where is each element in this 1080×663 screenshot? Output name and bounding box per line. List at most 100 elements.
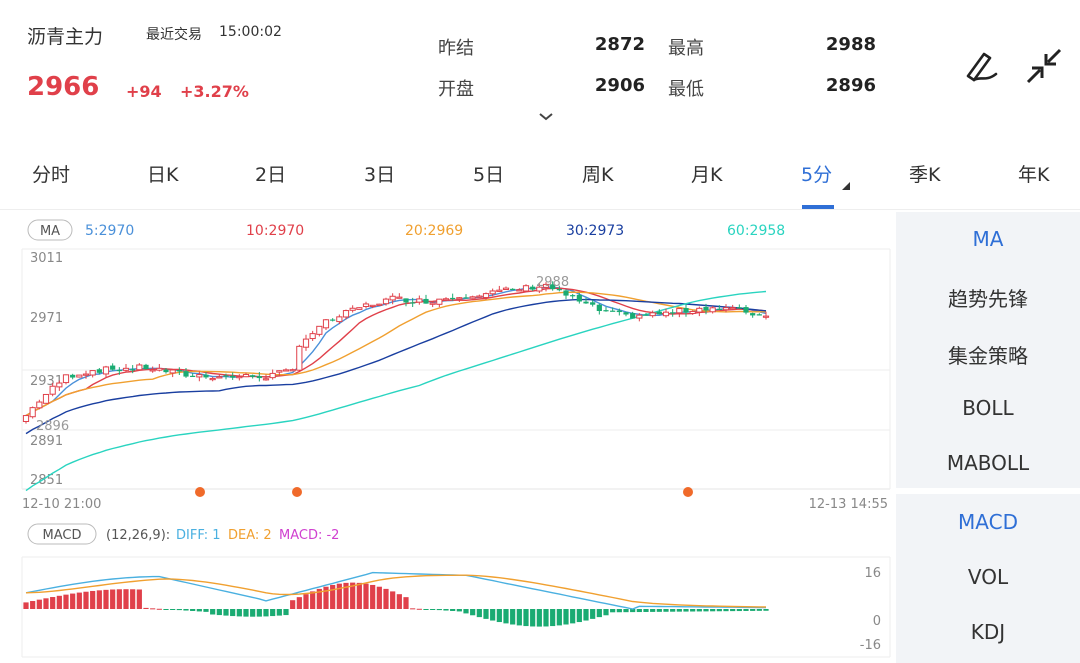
macd-bar: [163, 609, 169, 610]
macd-bar: [470, 609, 476, 616]
tab-daily-k[interactable]: 日K: [147, 164, 179, 186]
indicator-boll[interactable]: BOLL: [962, 396, 1014, 420]
candle-body: [322, 319, 330, 329]
macd-bar: [503, 609, 509, 624]
indicator-trend-pioneer[interactable]: 趋势先锋: [948, 287, 1028, 311]
candle-body: [349, 307, 356, 311]
macd-bar: [296, 597, 302, 609]
macd-bar: [316, 588, 322, 609]
indicator-macd[interactable]: MACD: [958, 510, 1018, 534]
candle-body: [662, 311, 670, 317]
ma-badge[interactable]: [27, 219, 73, 241]
tab-3day[interactable]: 3日: [364, 164, 396, 186]
macd-bar: [330, 584, 336, 609]
macd-diff-value: DIFF: 1: [176, 528, 221, 543]
chevron-down-icon[interactable]: [538, 112, 554, 122]
candle-body: [450, 297, 456, 300]
macd-bar: [83, 591, 89, 609]
macd-bar: [590, 609, 596, 619]
candle-body: [489, 290, 496, 295]
candle-body: [136, 364, 143, 371]
draw-pen-icon[interactable]: [960, 46, 1000, 86]
macd-bar: [596, 609, 602, 618]
tab-2day[interactable]: 2日: [255, 164, 287, 186]
macd-bar: [490, 609, 496, 621]
ma60-line: [25, 290, 767, 492]
macd-bar: [530, 609, 536, 627]
candle-body: [583, 301, 589, 304]
macd-macd-value: MACD: -2: [279, 528, 339, 543]
indicator-kdj[interactable]: KDJ: [970, 620, 1006, 644]
macd-bar: [250, 609, 256, 617]
kline-chart-area[interactable]: MA 5:2970 10:2970 20:2969 30:2973 60:295…: [0, 212, 892, 663]
active-tab-indicator: [802, 205, 834, 209]
macd-badge[interactable]: [27, 523, 97, 545]
macd-bar: [636, 609, 642, 613]
event-marker[interactable]: [292, 487, 302, 497]
candle-body: [550, 284, 556, 290]
tab-dropdown-caret-icon[interactable]: [842, 182, 850, 190]
candle-body: [302, 338, 310, 348]
candle-body: [750, 313, 756, 316]
stat-label-open: 开盘: [438, 79, 474, 100]
candle-body: [403, 298, 409, 303]
stat-value-open: 2906: [594, 75, 645, 96]
tab-monthly-k[interactable]: 月K: [691, 164, 723, 186]
candle-body: [436, 298, 443, 305]
legend-ma5: 5:2970: [85, 223, 134, 239]
candle-body: [342, 310, 350, 318]
price-change: +94: [126, 82, 162, 101]
event-marker[interactable]: [195, 487, 205, 497]
candle-body: [190, 375, 196, 378]
candle-body: [670, 312, 676, 314]
macd-bar: [656, 609, 662, 612]
candle-body: [223, 375, 229, 377]
macd-bar: [110, 589, 116, 609]
candle-body: [42, 393, 50, 404]
macd-histogram: [23, 582, 769, 627]
macd-bar: [243, 609, 249, 617]
macd-bar: [716, 609, 722, 612]
ma-badge-label: MA: [40, 224, 60, 239]
macd-bar: [150, 608, 156, 610]
macd-bar: [410, 608, 416, 610]
candle-body: [756, 314, 762, 316]
candle-body: [716, 308, 722, 310]
macd-bar: [170, 609, 176, 610]
tab-quarterly-k[interactable]: 季K: [909, 164, 941, 186]
collapse-arrows-icon[interactable]: [1024, 46, 1064, 86]
candle-body: [22, 415, 30, 422]
indicator-vol[interactable]: VOL: [967, 565, 1009, 589]
macd-bar: [343, 582, 349, 609]
tab-yearly-k[interactable]: 年K: [1018, 164, 1050, 186]
candle-body: [196, 374, 203, 378]
tab-5min[interactable]: 5分: [801, 164, 833, 186]
x-axis-end-time: 12-13 14:55: [809, 497, 888, 512]
macd-bar: [303, 594, 309, 609]
candle-body: [369, 304, 376, 308]
candle-body: [149, 369, 156, 372]
indicator-gold-strategy[interactable]: 集金策略: [948, 344, 1028, 368]
candle-body: [296, 345, 303, 371]
y-tick-3011: 3011: [30, 251, 63, 266]
stat-label-prev-settle: 昨结: [438, 38, 474, 59]
legend-ma60: 60:2958: [727, 223, 785, 239]
event-marker[interactable]: [683, 487, 693, 497]
tab-weekly-k[interactable]: 周K: [582, 164, 614, 186]
macd-bar: [283, 609, 289, 616]
indicator-maboll[interactable]: MABOLL: [946, 451, 1030, 475]
macd-bar: [130, 589, 136, 609]
tabs-divider: [0, 209, 1080, 210]
candle-body: [603, 310, 609, 312]
candle-body: [89, 370, 96, 376]
candle-body: [516, 289, 523, 292]
macd-bar: [270, 609, 276, 617]
candle-body: [276, 370, 283, 373]
tab-minute[interactable]: 分时: [32, 164, 71, 186]
macd-dea-value: DEA: 2: [228, 528, 272, 543]
indicator-ma[interactable]: MA: [972, 227, 1004, 251]
candle-body: [389, 295, 396, 301]
macd-bar: [43, 598, 49, 609]
candle-body: [676, 308, 683, 314]
tab-5day[interactable]: 5日: [473, 164, 505, 186]
